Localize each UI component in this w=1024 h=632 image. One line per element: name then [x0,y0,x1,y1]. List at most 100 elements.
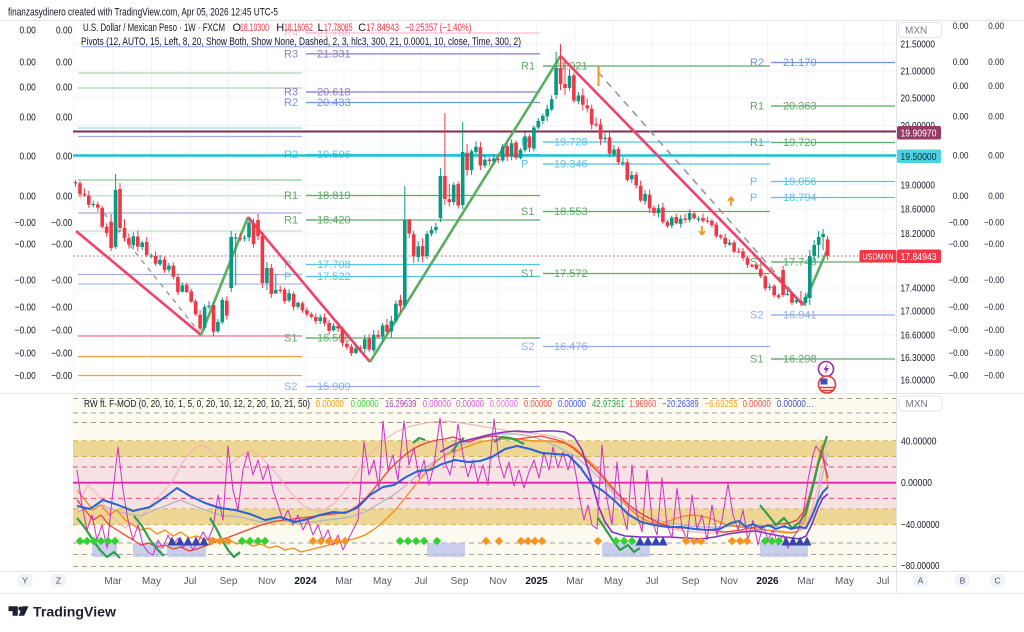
svg-text:R3: R3 [284,48,298,60]
svg-text:0.00000: 0.00000 [490,399,518,410]
svg-text:−0.00: −0.00 [984,275,1004,285]
svg-text:16.00000: 16.00000 [901,375,936,387]
svg-text:S2: S2 [521,341,534,353]
svg-text:May: May [604,576,623,587]
svg-text:15.909: 15.909 [317,381,351,393]
svg-text:0.00000: 0.00000 [743,399,771,410]
svg-text:0.00: 0.00 [988,191,1004,201]
svg-text:0.00: 0.00 [20,58,37,69]
svg-text:0.00000: 0.00000 [901,477,932,489]
svg-text:May: May [835,576,854,587]
svg-text:S1: S1 [284,333,297,345]
svg-text:Y: Y [22,576,28,586]
svg-text:TradingView: TradingView [33,605,117,620]
svg-text:2025: 2025 [525,576,548,587]
svg-text:May: May [142,576,161,587]
svg-text:19.00000: 19.00000 [901,180,936,192]
svg-text:19.50000: 19.50000 [901,151,937,163]
svg-text:Nov: Nov [720,576,738,587]
svg-text:USDMXN: USDMXN [863,252,894,262]
svg-text:Jul: Jul [646,576,659,587]
svg-text:finanzasydinero created with T: finanzasydinero created with TradingView… [8,7,278,19]
svg-text:P: P [521,159,528,171]
svg-text:A: A [918,576,924,586]
svg-text:17.78085: 17.78085 [324,22,353,34]
svg-text:0.00000: 0.00000 [524,399,552,410]
svg-text:Sep: Sep [682,576,700,587]
svg-text:0.00: 0.00 [20,113,37,124]
svg-text:S1: S1 [521,206,534,218]
svg-text:−0.00: −0.00 [15,218,36,229]
svg-text:20.363: 20.363 [783,101,817,113]
svg-text:42.97361: 42.97361 [592,399,625,410]
svg-text:R1: R1 [284,190,298,202]
svg-text:−0.00: −0.00 [51,303,72,314]
svg-text:18.20000: 18.20000 [901,228,936,240]
svg-text:18.16062: 18.16062 [284,22,313,34]
svg-text:R1: R1 [284,215,298,227]
svg-text:−0.00: −0.00 [15,303,36,314]
svg-text:Mar: Mar [335,576,353,587]
svg-text:0.00: 0.00 [953,57,969,67]
svg-text:18.794: 18.794 [783,192,817,204]
svg-text:−0.00: −0.00 [15,240,36,251]
svg-text:0.00: 0.00 [953,151,969,161]
svg-text:R1: R1 [750,137,764,149]
svg-text:17.522: 17.522 [317,271,351,283]
svg-text:R3: R3 [284,87,298,99]
svg-text:U.S. Dollar / Mexican Peso · 1: U.S. Dollar / Mexican Peso · 1W · FXCM [83,22,225,34]
svg-text:0.00: 0.00 [56,152,73,163]
svg-text:−0.00: −0.00 [949,371,969,381]
svg-text:0.00: 0.00 [953,191,969,201]
svg-text:0.00: 0.00 [56,83,73,94]
svg-text:−0.00: −0.00 [15,371,36,382]
svg-text:−0.00: −0.00 [984,218,1004,228]
svg-text:0.00: 0.00 [20,26,37,37]
svg-text:Jul: Jul [415,576,428,587]
svg-text:Jul: Jul [184,576,197,587]
svg-text:2026: 2026 [756,576,779,587]
svg-text:18.420: 18.420 [317,215,351,227]
svg-text:−0.00: −0.00 [51,349,72,360]
svg-text:18.10300: 18.10300 [240,22,269,34]
svg-text:0.00: 0.00 [20,83,37,94]
svg-text:20.618: 20.618 [317,87,351,99]
svg-text:17.708: 17.708 [317,259,351,271]
svg-text:0.00: 0.00 [56,192,73,203]
svg-text:0.00: 0.00 [988,21,1004,31]
svg-text:Nov: Nov [489,576,507,587]
svg-text:−0.00: −0.00 [949,348,969,358]
svg-text:Z: Z [56,576,61,586]
svg-text:21.50000: 21.50000 [901,39,936,51]
svg-text:S2: S2 [750,310,763,322]
svg-text:17.84943: 17.84943 [366,22,399,34]
svg-text:−0.00: −0.00 [15,276,36,287]
svg-text:L: L [318,22,324,34]
svg-text:19.90970: 19.90970 [901,128,937,140]
svg-text:Mar: Mar [797,576,815,587]
svg-text:20.433: 20.433 [317,97,351,109]
svg-text:−0.00: −0.00 [949,275,969,285]
svg-text:40.00000: 40.00000 [901,436,937,448]
svg-text:Sep: Sep [451,576,469,587]
svg-text:R2: R2 [750,57,764,69]
svg-text:17.84943: 17.84943 [901,251,937,263]
svg-text:−0.00: −0.00 [949,239,969,249]
svg-text:S1: S1 [750,354,763,366]
svg-text:16.29639: 16.29639 [385,399,417,410]
svg-text:P: P [750,192,757,204]
svg-text:Mar: Mar [566,576,584,587]
svg-text:−0.25357 (−1.40%): −0.25357 (−1.40%) [405,22,471,34]
svg-text:May: May [373,576,392,587]
svg-text:S1: S1 [521,268,534,280]
svg-text:P: P [750,176,757,188]
svg-text:0.00000…: 0.00000… [777,399,814,410]
svg-text:−0.00: −0.00 [15,326,36,337]
svg-text:0.00: 0.00 [20,152,37,163]
svg-text:17.748: 17.748 [783,257,817,269]
svg-text:−20.26389: −20.26389 [662,399,699,410]
svg-text:C: C [358,22,366,34]
svg-text:MXN: MXN [905,26,927,37]
svg-text:Nov: Nov [258,576,276,587]
svg-text:0.00: 0.00 [988,112,1004,122]
